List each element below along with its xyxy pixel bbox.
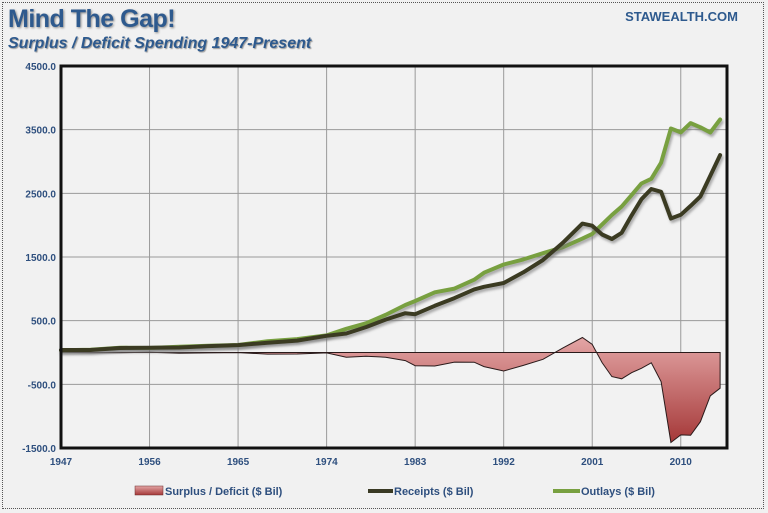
legend-item-outlays: Outlays ($ Bil) [553,486,655,498]
x-axis-ticks: 1947 1956 1965 1974 1983 1992 2001 2010 [50,457,692,468]
y-tick-label: 1500.0 [25,253,56,264]
legend-label-receipts: Receipts ($ Bil) [394,486,474,498]
y-tick-label: 3500.0 [25,126,56,137]
legend-swatch-deficit [134,485,164,496]
y-tick-label: 500.0 [31,317,56,328]
brand-watermark: STAWEALTH.COM [625,9,738,24]
y-tick-label: 4500.0 [25,62,56,73]
y-axis-ticks: -1500.0 -500.0 500.0 1500.0 2500.0 3500.0 4500… [22,62,56,455]
legend-item-deficit: Surplus / Deficit ($ Bil) [134,485,283,498]
chart-title: Mind The Gap! [8,5,176,33]
area-surplus-deficit [60,336,721,444]
chart-subtitle: Surplus / Deficit Spending 1947-Present [8,35,312,52]
line-receipts [59,153,723,352]
series-layer [59,117,723,444]
y-tick-label: -1500.0 [22,444,56,455]
x-tick-label: 1983 [404,457,427,468]
legend: Surplus / Deficit ($ Bil) Receipts ($ Bi… [134,485,655,498]
y-tick-label: 2500.0 [25,189,56,200]
legend-label-deficit: Surplus / Deficit ($ Bil) [165,486,283,498]
x-tick-label: 2001 [581,457,604,468]
x-tick-label: 1956 [138,457,161,468]
y-tick-label: -500.0 [28,380,57,391]
grid-lines [60,65,727,449]
legend-item-receipts: Receipts ($ Bil) [368,486,474,498]
x-tick-label: 2010 [670,457,693,468]
x-tick-label: 1974 [315,457,338,468]
plot-area-border [59,64,729,450]
x-tick-label: 1947 [50,457,73,468]
x-tick-label: 1965 [227,457,250,468]
legend-label-outlays: Outlays ($ Bil) [581,486,655,498]
x-tick-label: 1992 [493,457,516,468]
